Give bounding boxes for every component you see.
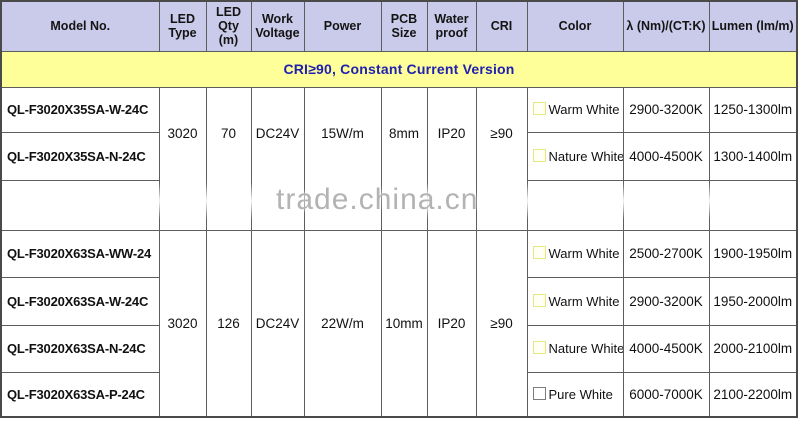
- lumen-cell: 1950-2000lm: [708, 276, 798, 326]
- table-row: QL-F3020X63SA-P-24C Pure White 6000-7000…: [0, 371, 798, 418]
- color-label: Pure White: [548, 386, 613, 402]
- color-cell: Warm White: [526, 229, 624, 278]
- spacer-cell: [158, 180, 207, 231]
- color-swatch-icon: [532, 246, 546, 259]
- model-cell: QL-F3020X63SA-N-24C: [0, 324, 160, 373]
- wavelength-cell: 2500-2700K: [622, 229, 710, 278]
- waterproof-cell: IP20: [426, 86, 477, 180]
- banner-text: CRI≥90, Constant Current Version: [0, 50, 798, 88]
- col-header-lumen: Lumen (lm/m): [708, 0, 798, 52]
- color-cell: Warm White: [526, 276, 624, 326]
- table-row: QL-F3020X63SA-WW-24 3020 126 DC24V 22W/m…: [0, 229, 798, 418]
- col-header-model: Model No.: [0, 0, 160, 52]
- color-cell: Nature White: [526, 131, 624, 181]
- pcb-cell: 10mm: [380, 229, 428, 418]
- table-row: QL-F3020X63SA-W-24C Warm White 2900-3200…: [0, 276, 798, 326]
- waterproof-cell: IP20: [426, 229, 477, 418]
- pcb-cell: 8mm: [380, 86, 428, 180]
- col-header-waterproof: Water proof: [426, 0, 477, 52]
- wavelength-cell: 4000-4500K: [622, 324, 710, 373]
- col-header-led-type: LED Type: [158, 0, 207, 52]
- voltage-cell: DC24V: [250, 229, 305, 418]
- spacer-cell: [475, 180, 528, 231]
- model-cell: QL-F3020X63SA-P-24C: [0, 371, 160, 418]
- banner-row: CRI≥90, Constant Current Version: [0, 50, 798, 88]
- led-type-cell: 3020: [158, 86, 207, 180]
- cri-cell: ≥90: [475, 229, 528, 418]
- spacer-cell: [380, 180, 428, 231]
- model-cell: QL-F3020X35SA-N-24C: [0, 131, 160, 181]
- wavelength-cell: 2900-3200K: [622, 86, 710, 133]
- col-header-color: Color: [526, 0, 624, 52]
- color-label: Warm White: [548, 293, 620, 309]
- voltage-cell: DC24V: [250, 86, 305, 180]
- table-row: QL-F3020X35SA-W-24C 3020 70 DC24V 15W/m …: [0, 86, 798, 180]
- spacer-cell: [250, 180, 305, 231]
- spacer-cell: [526, 179, 624, 231]
- col-header-pcb: PCB Size: [380, 0, 428, 52]
- spacer-cell: [426, 180, 477, 231]
- power-cell: 22W/m: [303, 229, 382, 418]
- header-row: Model No. LED Type LED Qty (m) Work Volt…: [0, 0, 798, 52]
- lumen-cell: 2000-2100lm: [708, 324, 798, 373]
- color-swatch-icon: [532, 148, 546, 162]
- color-label: Nature White: [548, 341, 623, 356]
- col-header-led-qty: LED Qty (m): [205, 0, 252, 52]
- wavelength-cell: 6000-7000K: [622, 371, 710, 418]
- model-cell: QL-F3020X35SA-W-24C: [0, 86, 160, 133]
- table-row: QL-F3020X63SA-N-24C Nature White 4000-45…: [0, 324, 798, 373]
- led-qty-cell: 126: [205, 229, 252, 418]
- color-cell: Warm White: [526, 86, 624, 133]
- lumen-cell: 2100-2200lm: [708, 371, 798, 418]
- lumen-cell: 1300-1400lm: [708, 131, 798, 181]
- spacer-cell: [205, 180, 252, 231]
- led-qty-cell: 70: [205, 86, 252, 180]
- color-cell: Pure White: [526, 371, 624, 418]
- color-label: Nature White: [548, 148, 623, 164]
- spacer-cell: [0, 179, 160, 231]
- model-cell: QL-F3020X63SA-WW-24: [0, 229, 160, 278]
- color-cell: Nature White: [526, 324, 624, 373]
- spacer-cell: [303, 180, 382, 231]
- spacer-cell: [622, 179, 710, 231]
- lumen-cell: 1250-1300lm: [708, 86, 798, 133]
- color-swatch-icon: [532, 341, 546, 354]
- power-cell: 15W/m: [303, 86, 382, 180]
- led-type-cell: 3020: [158, 229, 207, 418]
- color-label: Warm White: [548, 246, 620, 261]
- col-header-power: Power: [303, 0, 382, 52]
- table-row: QL-F3020X35SA-N-24C Nature White 4000-45…: [0, 131, 798, 181]
- cri-cell: ≥90: [475, 86, 528, 180]
- wavelength-cell: 4000-4500K: [622, 131, 710, 181]
- model-cell: QL-F3020X63SA-W-24C: [0, 276, 160, 326]
- spacer-cell: [708, 179, 798, 231]
- lumen-cell: 1900-1950lm: [708, 229, 798, 278]
- col-header-cri: CRI: [475, 0, 528, 52]
- color-label: Warm White: [548, 102, 620, 117]
- wavelength-cell: 2900-3200K: [622, 276, 710, 326]
- color-swatch-icon: [532, 293, 546, 307]
- col-header-voltage: Work Voltage: [250, 0, 305, 52]
- spacer-row: [0, 179, 798, 231]
- color-swatch-icon: [532, 386, 546, 400]
- color-swatch-icon: [532, 102, 546, 115]
- col-header-wavelength: λ (Nm)/(CT:K): [622, 0, 710, 52]
